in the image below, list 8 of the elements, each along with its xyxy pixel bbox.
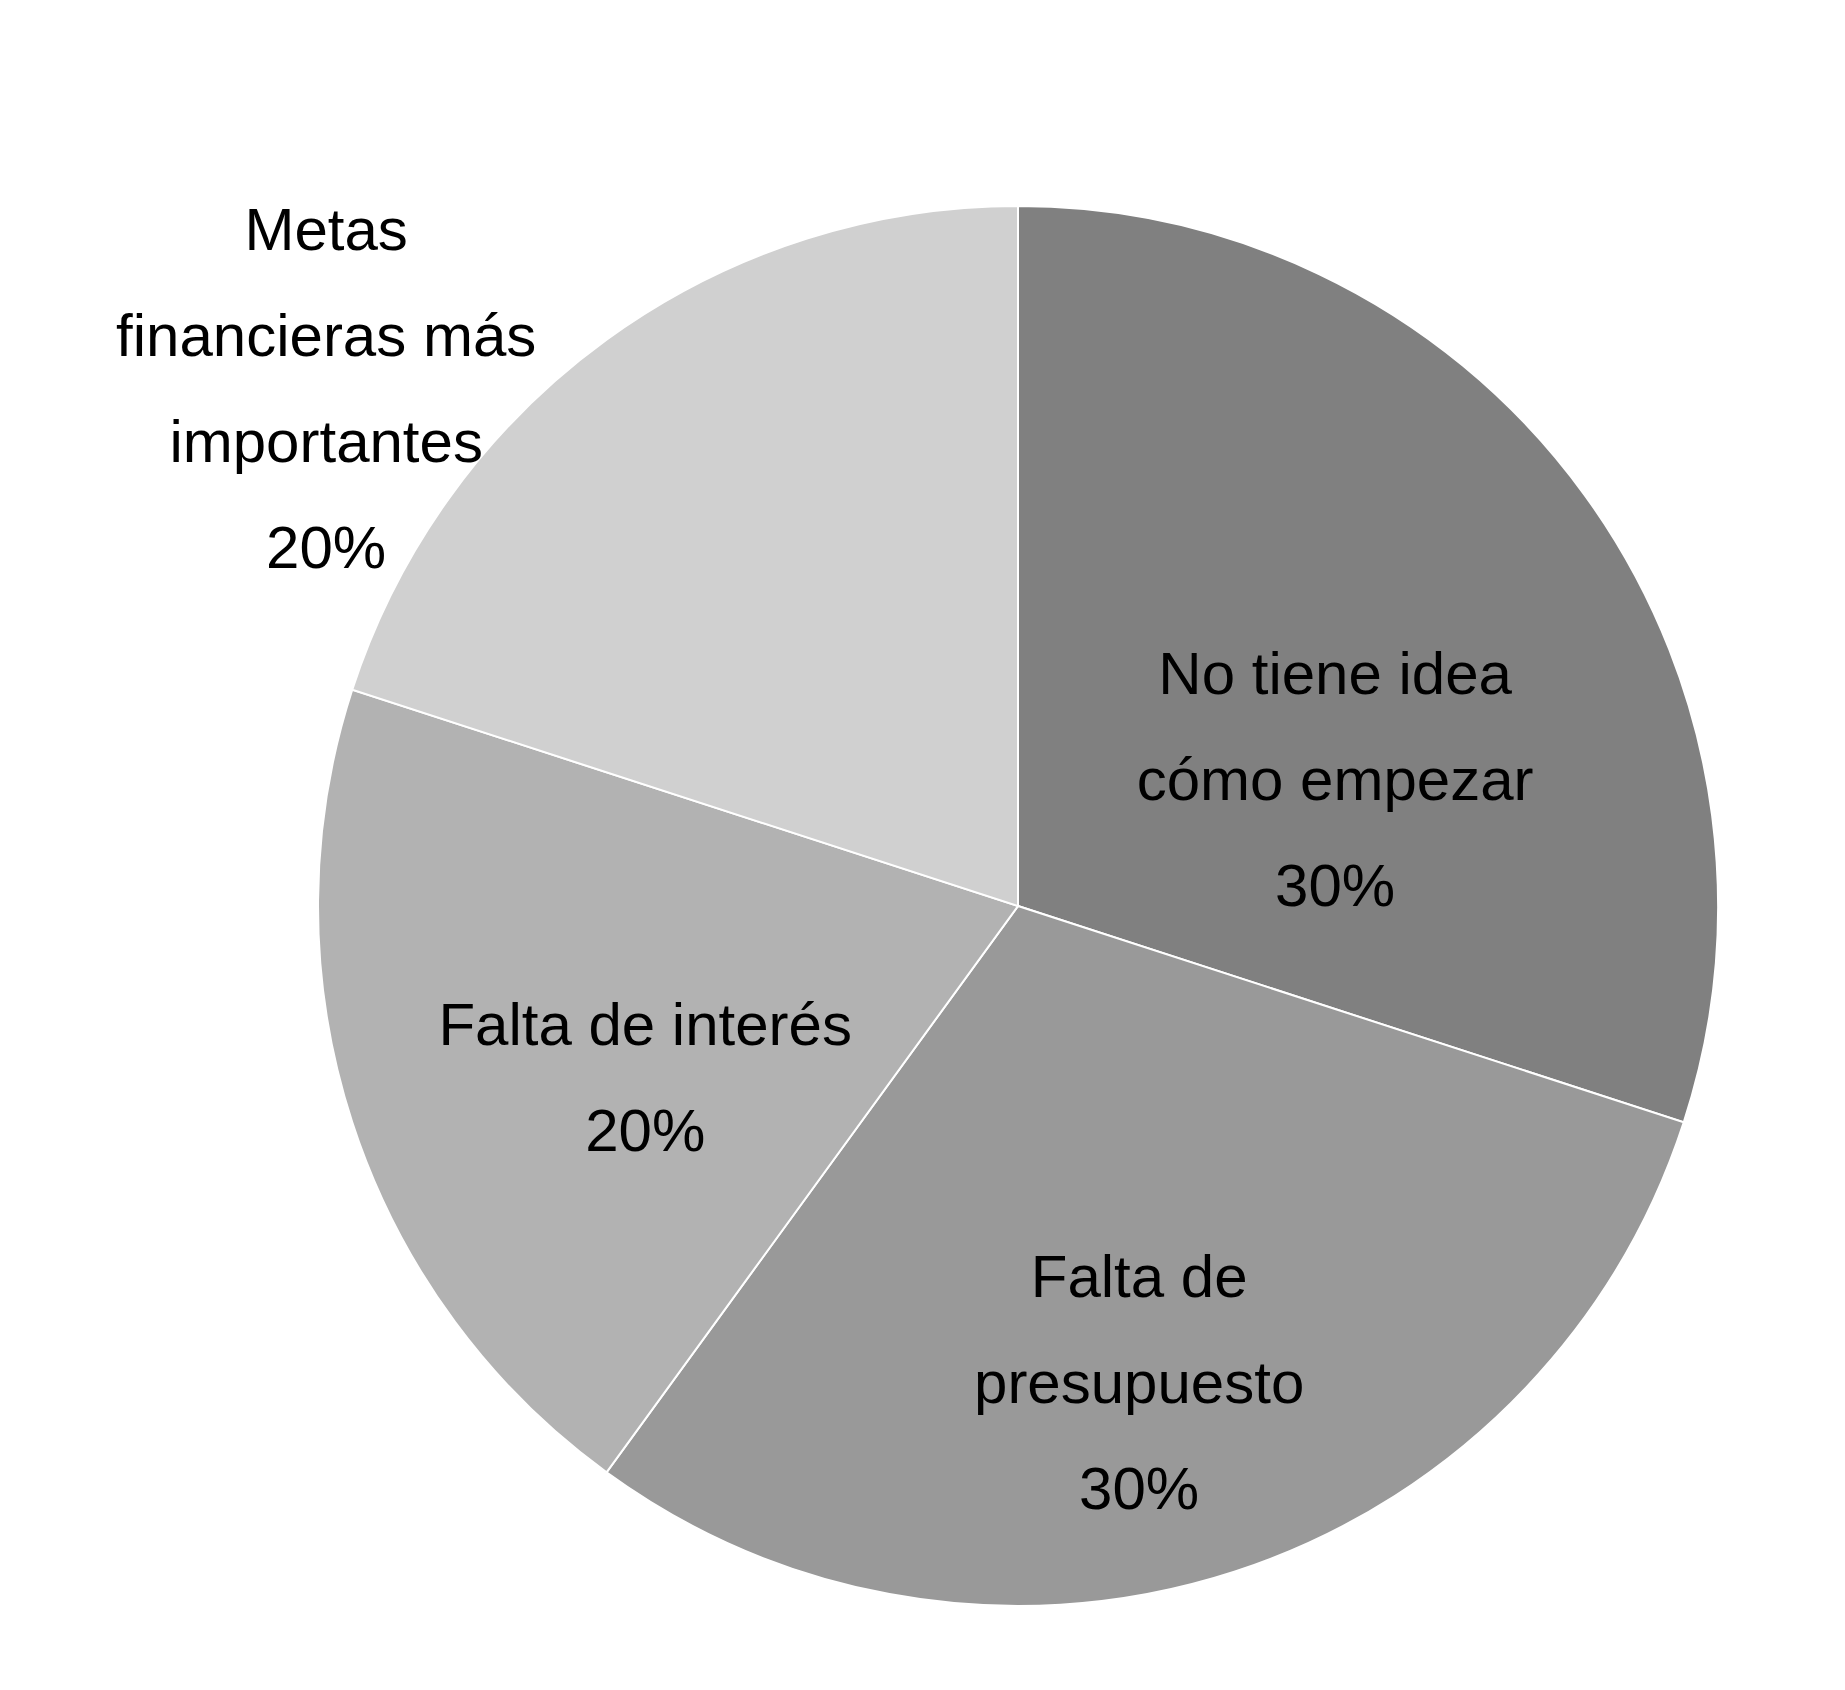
- slice-label: Falta de interés: [438, 991, 852, 1059]
- slice-label: Falta de presupuesto: [974, 1242, 1305, 1416]
- data-label: 30%: [1079, 1454, 1200, 1522]
- data-label: 20%: [266, 513, 387, 581]
- slice-label: No tiene idea cómo empezar: [1136, 639, 1534, 813]
- slice-label: Metas financieras más importantes: [116, 195, 537, 475]
- data-label: 20%: [585, 1097, 706, 1165]
- data-label: 30%: [1275, 851, 1396, 919]
